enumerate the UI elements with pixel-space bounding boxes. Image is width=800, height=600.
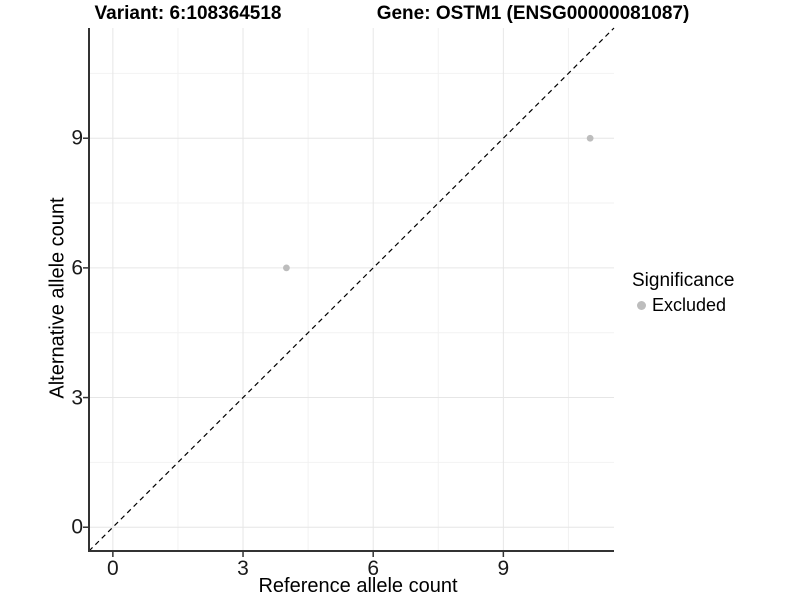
x-tick-label: 0 (107, 557, 119, 580)
x-axis-title: Reference allele count (258, 575, 458, 597)
legend-key-dot-icon (637, 300, 646, 310)
legend-item-label: Excluded (652, 295, 727, 315)
y-tick-label: 9 (71, 126, 83, 150)
y-axis-title: Alternative allele count (46, 197, 69, 399)
plot-title-gene: Gene: OSTM1 (ENSG00000081087) (376, 3, 690, 24)
identity-dashed-line (88, 27, 615, 552)
legend-title: Significance (632, 270, 735, 291)
plot-title-variant: Variant: 6:108364518 (94, 3, 282, 24)
x-tick-label: 3 (237, 557, 249, 580)
y-tick-label: 3 (71, 386, 83, 410)
data-point (283, 264, 290, 272)
legend-item-excluded: Excluded (632, 295, 734, 315)
x-tick-label: 6 (367, 557, 380, 580)
legend: Significance Excluded (632, 270, 734, 315)
data-point (586, 134, 594, 142)
x-tick-label: 9 (497, 557, 510, 580)
y-tick-label: 6 (71, 256, 83, 280)
y-tick-label: 0 (71, 515, 83, 539)
